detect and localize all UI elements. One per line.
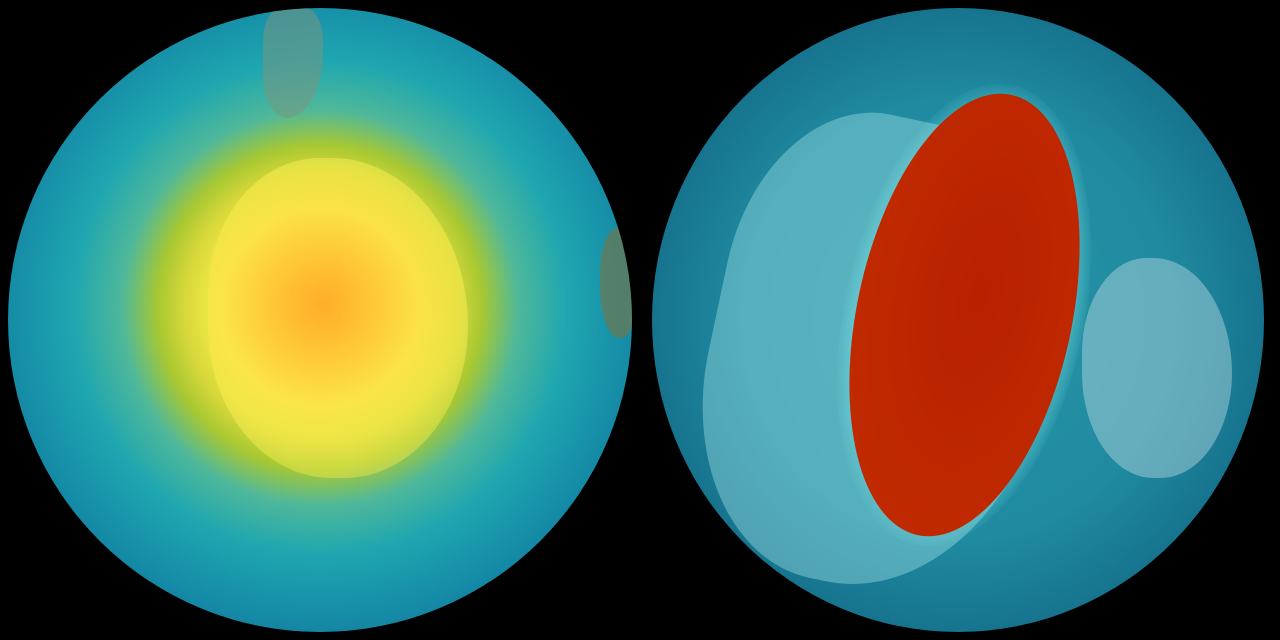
left-globe-visualization bbox=[8, 8, 632, 632]
south-america-landmass bbox=[263, 8, 323, 118]
africa-edge-landmass bbox=[600, 228, 632, 338]
antarctica-landmass bbox=[208, 158, 468, 478]
australia-landmass bbox=[1082, 258, 1232, 478]
right-globe-visualization bbox=[652, 8, 1264, 632]
